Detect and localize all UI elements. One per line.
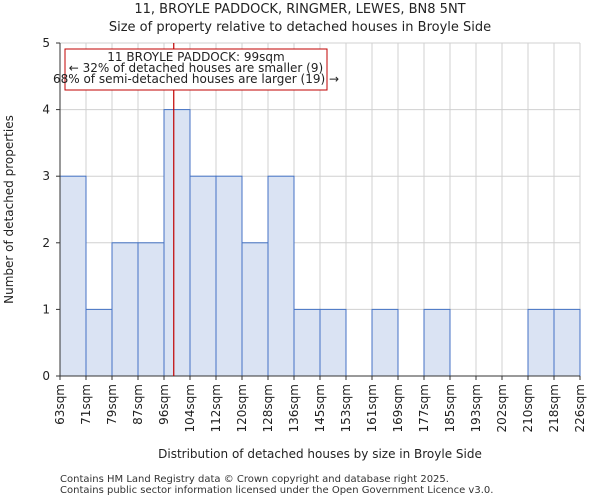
bar	[553, 308, 581, 377]
bar	[319, 308, 347, 377]
x-tick-label: 104sqm	[183, 384, 197, 432]
annotation-line-2: ← 32% of detached houses are smaller (9)	[69, 61, 323, 75]
bar	[85, 308, 113, 377]
bar	[527, 308, 555, 377]
annotation-line-3: 68% of semi-detached houses are larger (…	[53, 72, 339, 86]
x-tick-label: 226sqm	[573, 384, 587, 432]
x-tick-label: 128sqm	[261, 384, 275, 432]
x-tick-label: 169sqm	[391, 384, 405, 432]
annotation-border	[64, 48, 328, 91]
x-tick-label: 161sqm	[365, 384, 379, 432]
bar	[163, 109, 191, 377]
bar	[241, 242, 269, 377]
x-tick-label: 120sqm	[235, 384, 249, 432]
x-tick-label: 193sqm	[469, 384, 483, 432]
y-tick-label: 2	[42, 236, 50, 250]
y-axis-label: Number of detached properties	[2, 115, 16, 304]
bar	[371, 308, 399, 377]
bar	[267, 175, 295, 377]
bar	[215, 175, 243, 377]
x-tick-label: 145sqm	[313, 384, 327, 432]
y-tick-label: 3	[42, 169, 50, 183]
bar	[137, 242, 165, 377]
y-tick-label: 0	[42, 369, 50, 383]
y-tick-label: 5	[42, 36, 50, 50]
x-tick-label: 63sqm	[53, 384, 67, 425]
x-tick-label: 71sqm	[79, 384, 93, 425]
bar	[293, 308, 321, 377]
bar	[59, 175, 87, 377]
bar	[111, 242, 139, 377]
bars	[59, 109, 581, 377]
footer-line-1: Contains HM Land Registry data © Crown c…	[60, 474, 449, 485]
x-tick-label: 112sqm	[209, 384, 223, 432]
y-tick-label: 4	[42, 103, 50, 117]
annotation-line-1: 11 BROYLE PADDOCK: 99sqm	[107, 50, 284, 64]
x-tick-label: 153sqm	[339, 384, 353, 432]
x-tick-label: 202sqm	[495, 384, 509, 432]
x-tick-label: 177sqm	[417, 384, 431, 432]
x-tick-label: 87sqm	[131, 384, 145, 425]
x-axis-label: Distribution of detached houses by size …	[158, 447, 482, 461]
axes: 0 1 2 3 4 5 63sqm 71sqm 79sqm 87sqm 96sqm 104sqm 112…	[42, 36, 587, 432]
x-tick-label: 218sqm	[547, 384, 561, 432]
bar	[423, 308, 451, 377]
x-tick-label: 79sqm	[105, 384, 119, 425]
x-tick-label: 136sqm	[287, 384, 301, 432]
x-tick-label: 210sqm	[521, 384, 535, 432]
bar	[189, 175, 217, 377]
footer-line-2: Contains public sector information licen…	[60, 485, 494, 496]
x-tick-label: 96sqm	[157, 384, 171, 425]
chart-title: 11, BROYLE PADDOCK, RINGMER, LEWES, BN8 …	[134, 2, 466, 17]
chart-subtitle: Size of property relative to detached ho…	[108, 20, 492, 35]
y-tick-label: 1	[42, 302, 50, 316]
annotation-box: 11 BROYLE PADDOCK: 99sqm ← 32% of detach…	[53, 48, 339, 91]
x-tick-label: 185sqm	[443, 384, 457, 432]
